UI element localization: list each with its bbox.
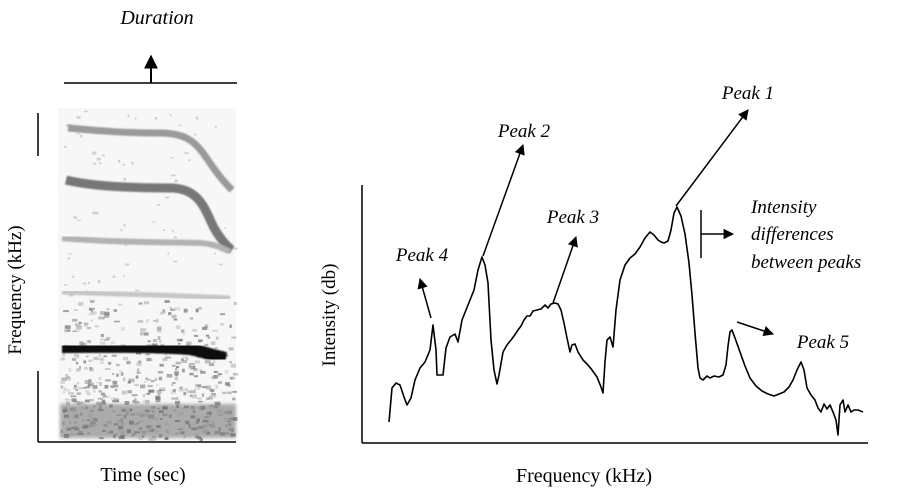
peak-2-arrow	[482, 144, 525, 257]
intensity-note-line-2: differences	[751, 224, 834, 245]
peak-1-arrow	[675, 109, 749, 207]
peak-3-label: Peak 3	[546, 207, 599, 228]
peak-4-arrow	[417, 277, 432, 319]
peak-5-label: Peak 5	[796, 332, 849, 353]
duration-label: Duration	[119, 7, 193, 29]
spectrum-panel: Peak 4 Peak 2 Peak 3 Peak 1 Intensity di…	[319, 83, 868, 487]
low-frequency-noise-band	[60, 404, 236, 438]
spectrum-x-axis-label: Frequency (kHz)	[516, 465, 652, 487]
harmonic-band-5	[67, 124, 235, 193]
fundamental-band	[61, 340, 228, 364]
spectrum-curve	[388, 206, 864, 436]
spectrogram-panel: Duration Frequency (kHz) Time (sec)	[5, 7, 238, 486]
spectrogram-x-axis-label: Time (sec)	[100, 464, 185, 486]
peak-3-arrow	[552, 236, 578, 304]
peak-2-label: Peak 2	[497, 121, 551, 142]
intensity-note-line-3: between peaks	[751, 252, 861, 273]
harmonic-band-2	[61, 289, 231, 301]
peak-1-label: Peak 1	[721, 83, 774, 104]
harmonic-band-3	[61, 235, 232, 255]
intensity-note-line-1: Intensity	[750, 197, 817, 218]
peak-4-label: Peak 4	[395, 245, 449, 266]
harmonic-band-4	[64, 175, 235, 254]
spectrogram-y-axis-label: Frequency (kHz)	[5, 225, 26, 354]
spectrum-y-axis-label: Intensity (db)	[319, 264, 340, 367]
spectrogram-image	[58, 108, 238, 442]
peak-5-arrow	[736, 321, 774, 336]
